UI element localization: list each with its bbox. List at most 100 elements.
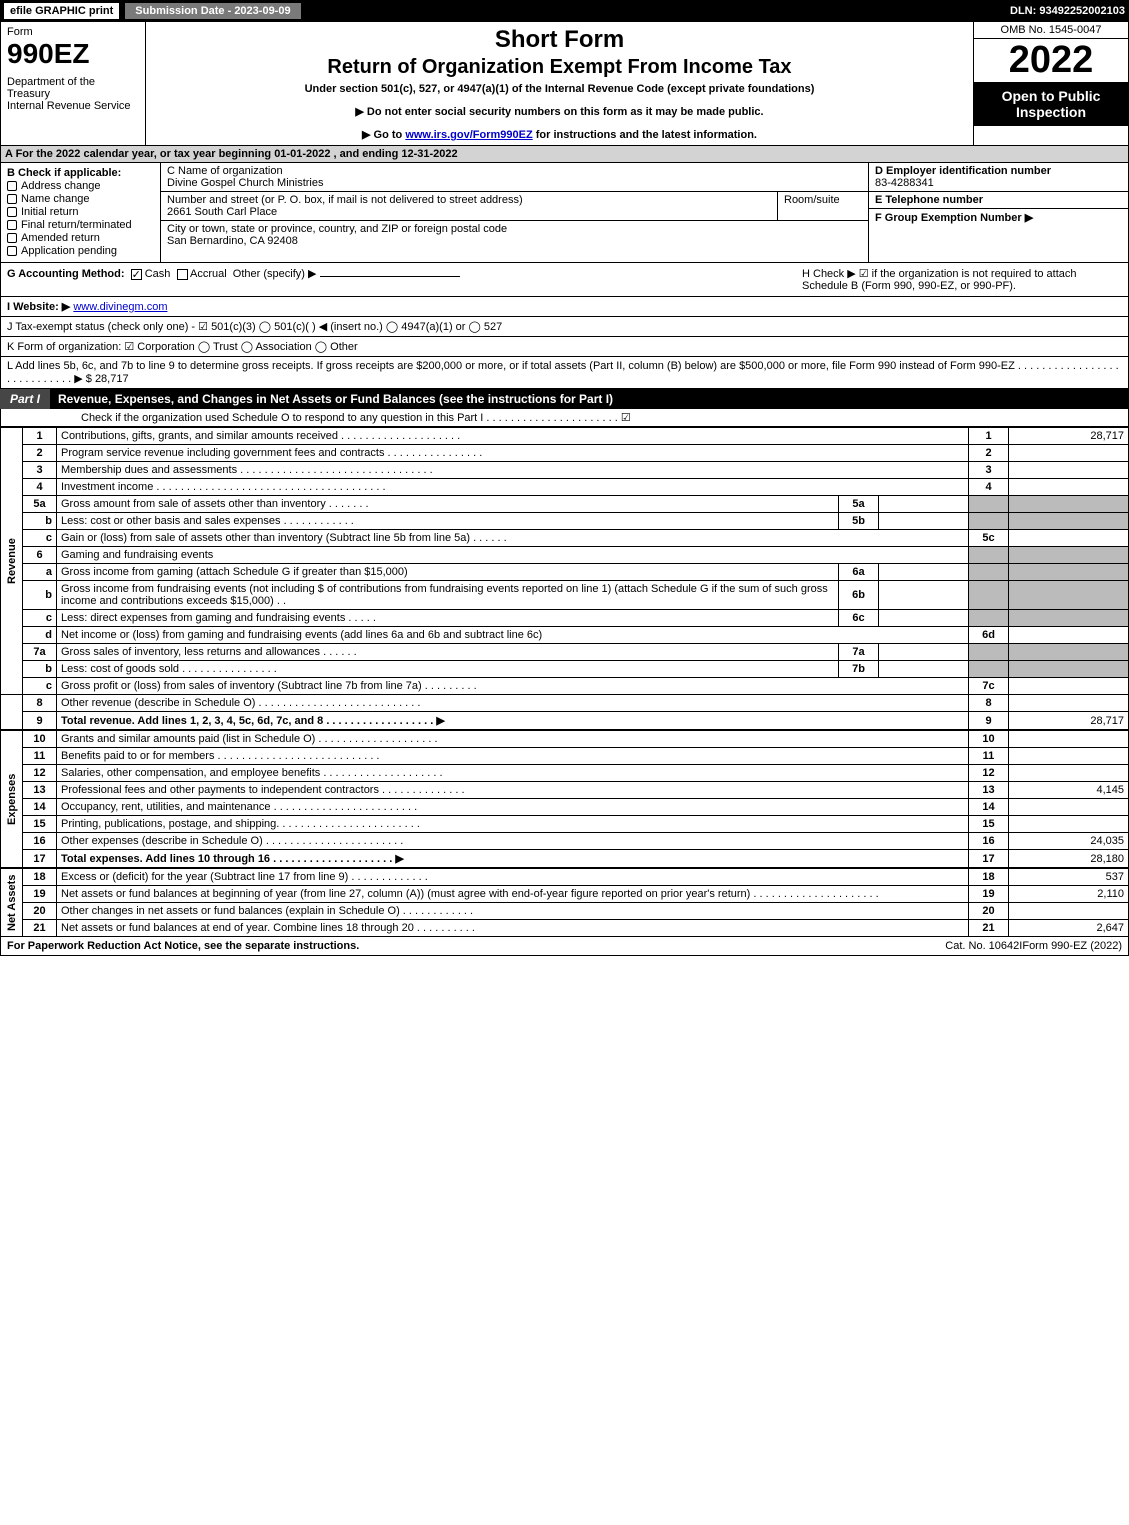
cb-name-change[interactable]: Name change xyxy=(7,193,154,205)
row-i-website: I Website: ▶ www.divinegm.com xyxy=(0,297,1129,317)
line-14: 14Occupancy, rent, utilities, and mainte… xyxy=(1,799,1129,816)
line-10: Expenses 10Grants and similar amounts pa… xyxy=(1,731,1129,748)
h-schedule-b: H Check ▶ ☑ if the organization is not r… xyxy=(802,267,1122,292)
expenses-table: Expenses 10Grants and similar amounts pa… xyxy=(0,730,1129,868)
form-code: 990EZ xyxy=(7,38,139,70)
chk-cash[interactable] xyxy=(131,269,142,280)
line-2: 2Program service revenue including gover… xyxy=(1,445,1129,462)
line-11: 11Benefits paid to or for members . . . … xyxy=(1,748,1129,765)
row-a-calendar-year: A For the 2022 calendar year, or tax yea… xyxy=(0,146,1129,163)
chk-accrual[interactable] xyxy=(177,269,188,280)
col-def: D Employer identification number 83-4288… xyxy=(868,163,1128,262)
col-b-checkboxes: B Check if applicable: Address change Na… xyxy=(1,163,161,262)
col-c-name-address: C Name of organization Divine Gospel Chu… xyxy=(161,163,868,262)
line-6b: bGross income from fundraising events (n… xyxy=(1,581,1129,610)
part-i-header: Part I Revenue, Expenses, and Changes in… xyxy=(0,389,1129,409)
line-5a: 5aGross amount from sale of assets other… xyxy=(1,496,1129,513)
group-exemption: F Group Exemption Number ▶ xyxy=(869,209,1128,226)
line-3: 3Membership dues and assessments . . . .… xyxy=(1,462,1129,479)
line-1: Revenue 1 Contributions, gifts, grants, … xyxy=(1,428,1129,445)
header-center: Short Form Return of Organization Exempt… xyxy=(146,22,973,145)
city-label: City or town, state or province, country… xyxy=(167,223,862,235)
footer-left: For Paperwork Reduction Act Notice, see … xyxy=(7,940,945,952)
row-g-h: G Accounting Method: Cash Accrual Other … xyxy=(0,263,1129,297)
org-name: Divine Gospel Church Ministries xyxy=(167,177,862,189)
revenue-side-label: Revenue xyxy=(1,428,23,695)
footer-right: Form 990-EZ (2022) xyxy=(1022,940,1122,952)
cb-application-pending[interactable]: Application pending xyxy=(7,245,154,257)
row-l-value: 28,717 xyxy=(95,373,129,385)
cb-final-return[interactable]: Final return/terminated xyxy=(7,219,154,231)
page-footer: For Paperwork Reduction Act Notice, see … xyxy=(0,937,1129,956)
accrual-label: Accrual xyxy=(190,268,227,280)
line-20: 20Other changes in net assets or fund ba… xyxy=(1,903,1129,920)
dln: DLN: 93492252002103 xyxy=(1010,5,1125,17)
street: 2661 South Carl Place xyxy=(167,206,771,218)
open-to-public: Open to Public Inspection xyxy=(974,82,1128,126)
line-6c: cLess: direct expenses from gaming and f… xyxy=(1,610,1129,627)
expenses-side-label: Expenses xyxy=(1,731,23,868)
line-18: Net Assets 18Excess or (deficit) for the… xyxy=(1,869,1129,886)
ein-value: 83-4288341 xyxy=(875,177,934,189)
line-7c: cGross profit or (loss) from sales of in… xyxy=(1,678,1129,695)
return-title: Return of Organization Exempt From Incom… xyxy=(154,56,965,79)
cb-address-change[interactable]: Address change xyxy=(7,180,154,192)
row-l-text: L Add lines 5b, 6c, and 7b to line 9 to … xyxy=(7,360,1119,385)
line-13: 13Professional fees and other payments t… xyxy=(1,782,1129,799)
cb-amended-return[interactable]: Amended return xyxy=(7,232,154,244)
line-8: 8Other revenue (describe in Schedule O) … xyxy=(1,695,1129,712)
city-block: City or town, state or province, country… xyxy=(161,220,868,249)
part-i-tag: Part I xyxy=(0,389,50,409)
entity-block: B Check if applicable: Address change Na… xyxy=(0,163,1129,263)
phone-label: E Telephone number xyxy=(875,194,983,206)
cash-label: Cash xyxy=(145,268,171,280)
telephone-block: E Telephone number xyxy=(869,192,1128,209)
ln1-rn: 1 xyxy=(969,428,1009,445)
line-7a: 7aGross sales of inventory, less returns… xyxy=(1,644,1129,661)
g-label: G Accounting Method: xyxy=(7,268,125,280)
line-12: 12Salaries, other compensation, and empl… xyxy=(1,765,1129,782)
row-j-tax-exempt: J Tax-exempt status (check only one) - ☑… xyxy=(0,317,1129,337)
efile-print-button[interactable]: efile GRAPHIC print xyxy=(4,3,119,19)
col-b-title: B Check if applicable: xyxy=(7,167,154,179)
line-17: 17Total expenses. Add lines 10 through 1… xyxy=(1,850,1129,868)
part-i-title: Revenue, Expenses, and Changes in Net As… xyxy=(50,389,1129,409)
room-suite: Room/suite xyxy=(778,192,868,220)
ln1-rv: 28,717 xyxy=(1009,428,1129,445)
ln1-desc: Contributions, gifts, grants, and simila… xyxy=(57,428,969,445)
line-19: 19Net assets or fund balances at beginni… xyxy=(1,886,1129,903)
website-label: I Website: ▶ xyxy=(7,301,70,313)
name-label: C Name of organization xyxy=(167,165,862,177)
irs-link[interactable]: www.irs.gov/Form990EZ xyxy=(405,129,532,141)
line-9: 9Total revenue. Add lines 1, 2, 3, 4, 5c… xyxy=(1,712,1129,730)
netassets-table: Net Assets 18Excess or (deficit) for the… xyxy=(0,868,1129,937)
group-label: F Group Exemption Number ▶ xyxy=(875,212,1033,224)
ln1-n: 1 xyxy=(23,428,57,445)
line-6: 6Gaming and fundraising events xyxy=(1,547,1129,564)
note2-pre: ▶ Go to xyxy=(362,129,405,141)
submission-date: Submission Date - 2023-09-09 xyxy=(125,3,300,19)
omb-number: OMB No. 1545-0047 xyxy=(974,22,1128,39)
line-6d: dNet income or (loss) from gaming and fu… xyxy=(1,627,1129,644)
form-header: Form 990EZ Department of the Treasury In… xyxy=(0,22,1129,146)
org-name-block: C Name of organization Divine Gospel Chu… xyxy=(161,163,868,192)
line-21: 21Net assets or fund balances at end of … xyxy=(1,920,1129,937)
netassets-side-label: Net Assets xyxy=(1,869,23,937)
row-l-gross-receipts: L Add lines 5b, 6c, and 7b to line 9 to … xyxy=(0,357,1129,389)
header-left: Form 990EZ Department of the Treasury In… xyxy=(1,22,146,145)
department: Department of the Treasury Internal Reve… xyxy=(7,76,139,112)
line-4: 4Investment income . . . . . . . . . . .… xyxy=(1,479,1129,496)
line-7b: bLess: cost of goods sold . . . . . . . … xyxy=(1,661,1129,678)
short-form-title: Short Form xyxy=(154,26,965,54)
topbar: efile GRAPHIC print Submission Date - 20… xyxy=(0,0,1129,22)
note-ssn: ▶ Do not enter social security numbers o… xyxy=(154,105,965,118)
part-i-note: Check if the organization used Schedule … xyxy=(0,409,1129,427)
cb-initial-return[interactable]: Initial return xyxy=(7,206,154,218)
other-label: Other (specify) ▶ xyxy=(233,268,317,280)
ein-label: D Employer identification number xyxy=(875,165,1051,177)
website-link[interactable]: www.divinegm.com xyxy=(73,301,167,313)
revenue-table: Revenue 1 Contributions, gifts, grants, … xyxy=(0,427,1129,730)
row-k-form-org: K Form of organization: ☑ Corporation ◯ … xyxy=(0,337,1129,357)
subtitle: Under section 501(c), 527, or 4947(a)(1)… xyxy=(154,83,965,95)
tax-year: 2022 xyxy=(974,39,1128,82)
